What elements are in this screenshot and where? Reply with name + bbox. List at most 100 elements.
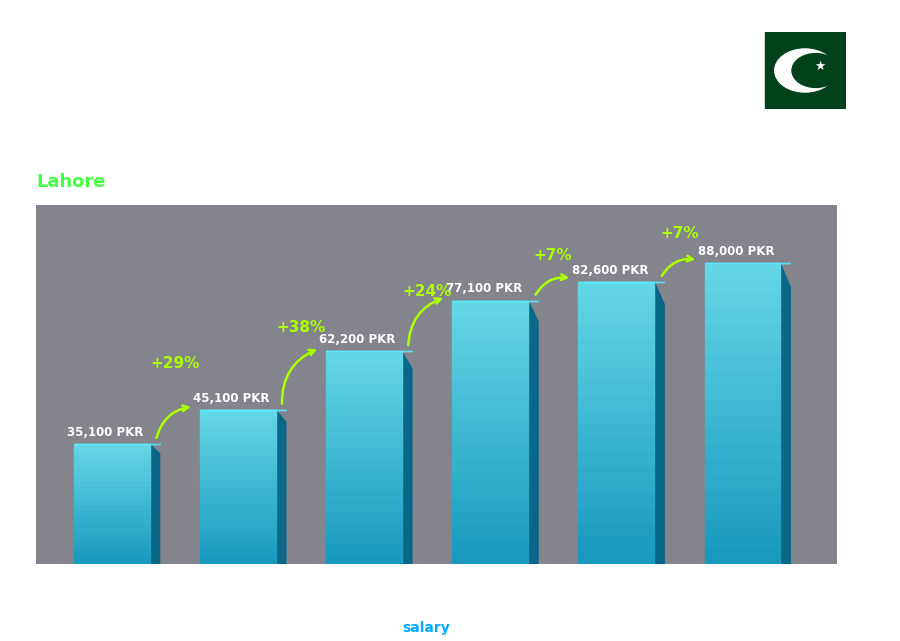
Bar [579, 296, 654, 310]
Bar [326, 362, 401, 372]
Bar [326, 479, 401, 490]
Text: +7%: +7% [660, 226, 698, 242]
Bar [705, 399, 780, 413]
Bar [200, 495, 275, 503]
Text: +24%: +24% [402, 284, 452, 299]
Bar [579, 437, 654, 451]
Bar [74, 498, 149, 504]
Text: Elementary School Teacher: Elementary School Teacher [36, 128, 301, 147]
Bar [326, 404, 401, 415]
Bar [74, 510, 149, 516]
Bar [453, 301, 528, 313]
Bar [579, 381, 654, 395]
Bar [200, 510, 275, 518]
Bar [326, 553, 401, 564]
Bar [74, 462, 149, 468]
Bar [200, 441, 275, 449]
Bar [200, 464, 275, 472]
Bar [579, 465, 654, 479]
Bar [200, 479, 275, 487]
Text: +38%: +38% [276, 320, 326, 335]
Text: Average Monthly Salary: Average Monthly Salary [868, 254, 878, 387]
Bar [705, 324, 780, 338]
Bar [705, 504, 780, 519]
Bar [453, 498, 528, 512]
Bar [326, 372, 401, 383]
Bar [326, 469, 401, 479]
Text: 82,600 PKR: 82,600 PKR [572, 263, 648, 276]
Bar [579, 508, 654, 522]
Text: +29%: +29% [150, 356, 200, 370]
Bar [579, 395, 654, 409]
Bar [74, 534, 149, 540]
Bar [326, 437, 401, 447]
Bar [200, 449, 275, 456]
Bar [326, 500, 401, 511]
Bar [326, 458, 401, 469]
Bar [705, 383, 780, 399]
Circle shape [792, 54, 840, 87]
Bar [326, 351, 401, 362]
Bar [74, 480, 149, 486]
Text: ★: ★ [814, 60, 825, 73]
Bar [579, 550, 654, 564]
Bar [326, 490, 401, 500]
Bar [200, 541, 275, 549]
Text: 35,100 PKR: 35,100 PKR [68, 426, 144, 439]
Bar [74, 450, 149, 456]
Bar [453, 406, 528, 419]
Bar [453, 419, 528, 432]
Bar [705, 549, 780, 564]
Bar [453, 524, 528, 538]
Bar [74, 504, 149, 510]
Bar [453, 327, 528, 340]
Bar [453, 472, 528, 485]
Text: 88,000 PKR: 88,000 PKR [698, 245, 774, 258]
Bar [705, 444, 780, 459]
Bar [200, 533, 275, 541]
Bar [705, 278, 780, 294]
Bar [579, 479, 654, 494]
Bar [74, 540, 149, 546]
Bar [200, 526, 275, 533]
Bar [453, 445, 528, 459]
Bar [453, 353, 528, 367]
Bar [326, 415, 401, 426]
Bar [326, 426, 401, 437]
Text: 62,200 PKR: 62,200 PKR [320, 333, 396, 346]
Bar [200, 487, 275, 495]
Bar [74, 474, 149, 480]
Text: salary: salary [402, 620, 450, 635]
Bar [74, 468, 149, 474]
Bar [326, 447, 401, 458]
Bar [705, 489, 780, 504]
Bar [579, 367, 654, 381]
Text: 77,100 PKR: 77,100 PKR [446, 283, 522, 296]
Bar [200, 503, 275, 510]
Polygon shape [654, 281, 664, 564]
Bar [453, 340, 528, 353]
Bar [579, 310, 654, 324]
Polygon shape [780, 263, 790, 564]
Bar [579, 409, 654, 423]
Bar [200, 456, 275, 464]
Bar [326, 532, 401, 543]
Bar [200, 433, 275, 441]
Text: 45,100 PKR: 45,100 PKR [194, 392, 270, 404]
Bar [765, 32, 846, 109]
Bar [579, 281, 654, 296]
Bar [705, 308, 780, 324]
Circle shape [775, 49, 835, 92]
Bar [579, 338, 654, 353]
Bar [579, 423, 654, 437]
Bar [74, 558, 149, 564]
Bar [200, 549, 275, 556]
Bar [200, 518, 275, 526]
Bar [200, 426, 275, 433]
Bar [579, 494, 654, 508]
Bar [453, 485, 528, 498]
Bar [705, 474, 780, 489]
Bar [74, 546, 149, 552]
Bar [74, 444, 149, 450]
Bar [326, 394, 401, 404]
